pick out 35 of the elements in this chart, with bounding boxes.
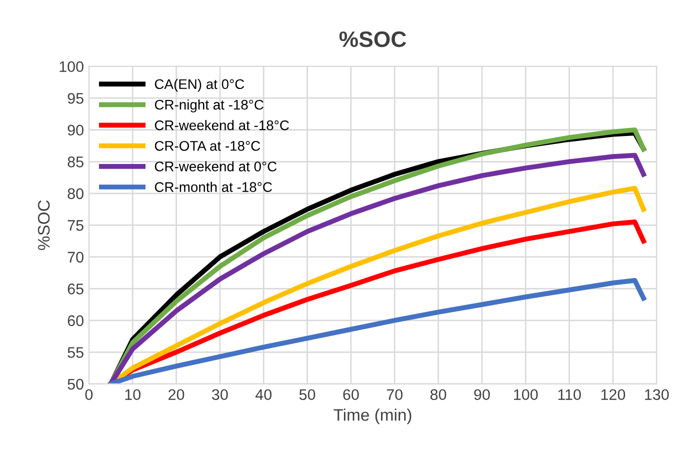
legend-label: CR-night at -18°C xyxy=(154,99,264,112)
x-tick-label: 80 xyxy=(430,389,446,400)
y-axis-title: %SOC xyxy=(38,200,50,250)
x-tick-label: 20 xyxy=(168,389,184,400)
y-tick-label: 90 xyxy=(68,124,84,136)
y-tick-label: 95 xyxy=(68,92,84,104)
y-tick-label: 70 xyxy=(68,252,84,263)
y-tick-label: 55 xyxy=(68,347,84,358)
legend-label: CR-weekend at 0°C xyxy=(154,161,277,172)
y-tick-label: 75 xyxy=(68,220,84,231)
x-axis-title: Time (min) xyxy=(334,408,412,424)
x-tick-label: 30 xyxy=(212,389,228,400)
x-tick-label: 130 xyxy=(645,389,669,400)
x-tick-label: 50 xyxy=(299,389,316,400)
x-tick-label: 60 xyxy=(343,389,359,400)
y-tick-label: 60 xyxy=(68,315,84,326)
legend-label: CA(EN) at 0°C xyxy=(154,78,244,92)
x-tick-label: 100 xyxy=(514,389,538,400)
x-tick-label: 0 xyxy=(85,389,93,400)
x-tick-label: 90 xyxy=(474,389,490,400)
x-tick-label: 120 xyxy=(601,389,626,400)
y-tick-label: 85 xyxy=(68,156,84,168)
x-tick-label: 10 xyxy=(125,389,140,400)
x-tick-label: 40 xyxy=(255,389,272,400)
x-tick-label: 110 xyxy=(558,389,581,400)
x-tick-label: 70 xyxy=(386,389,403,400)
legend-label: CR-OTA at -18°C xyxy=(154,140,260,151)
y-tick-label: 65 xyxy=(68,284,84,294)
legend-label: CR-weekend at -18°C xyxy=(154,120,289,130)
y-tick-label: 100 xyxy=(60,61,84,72)
y-tick-label: 50 xyxy=(68,378,84,390)
legend-label: CR-month at -18°C xyxy=(154,182,272,192)
chart-title: %SOC xyxy=(339,31,406,48)
line-series xyxy=(108,278,646,384)
y-tick-label: 80 xyxy=(68,188,84,200)
